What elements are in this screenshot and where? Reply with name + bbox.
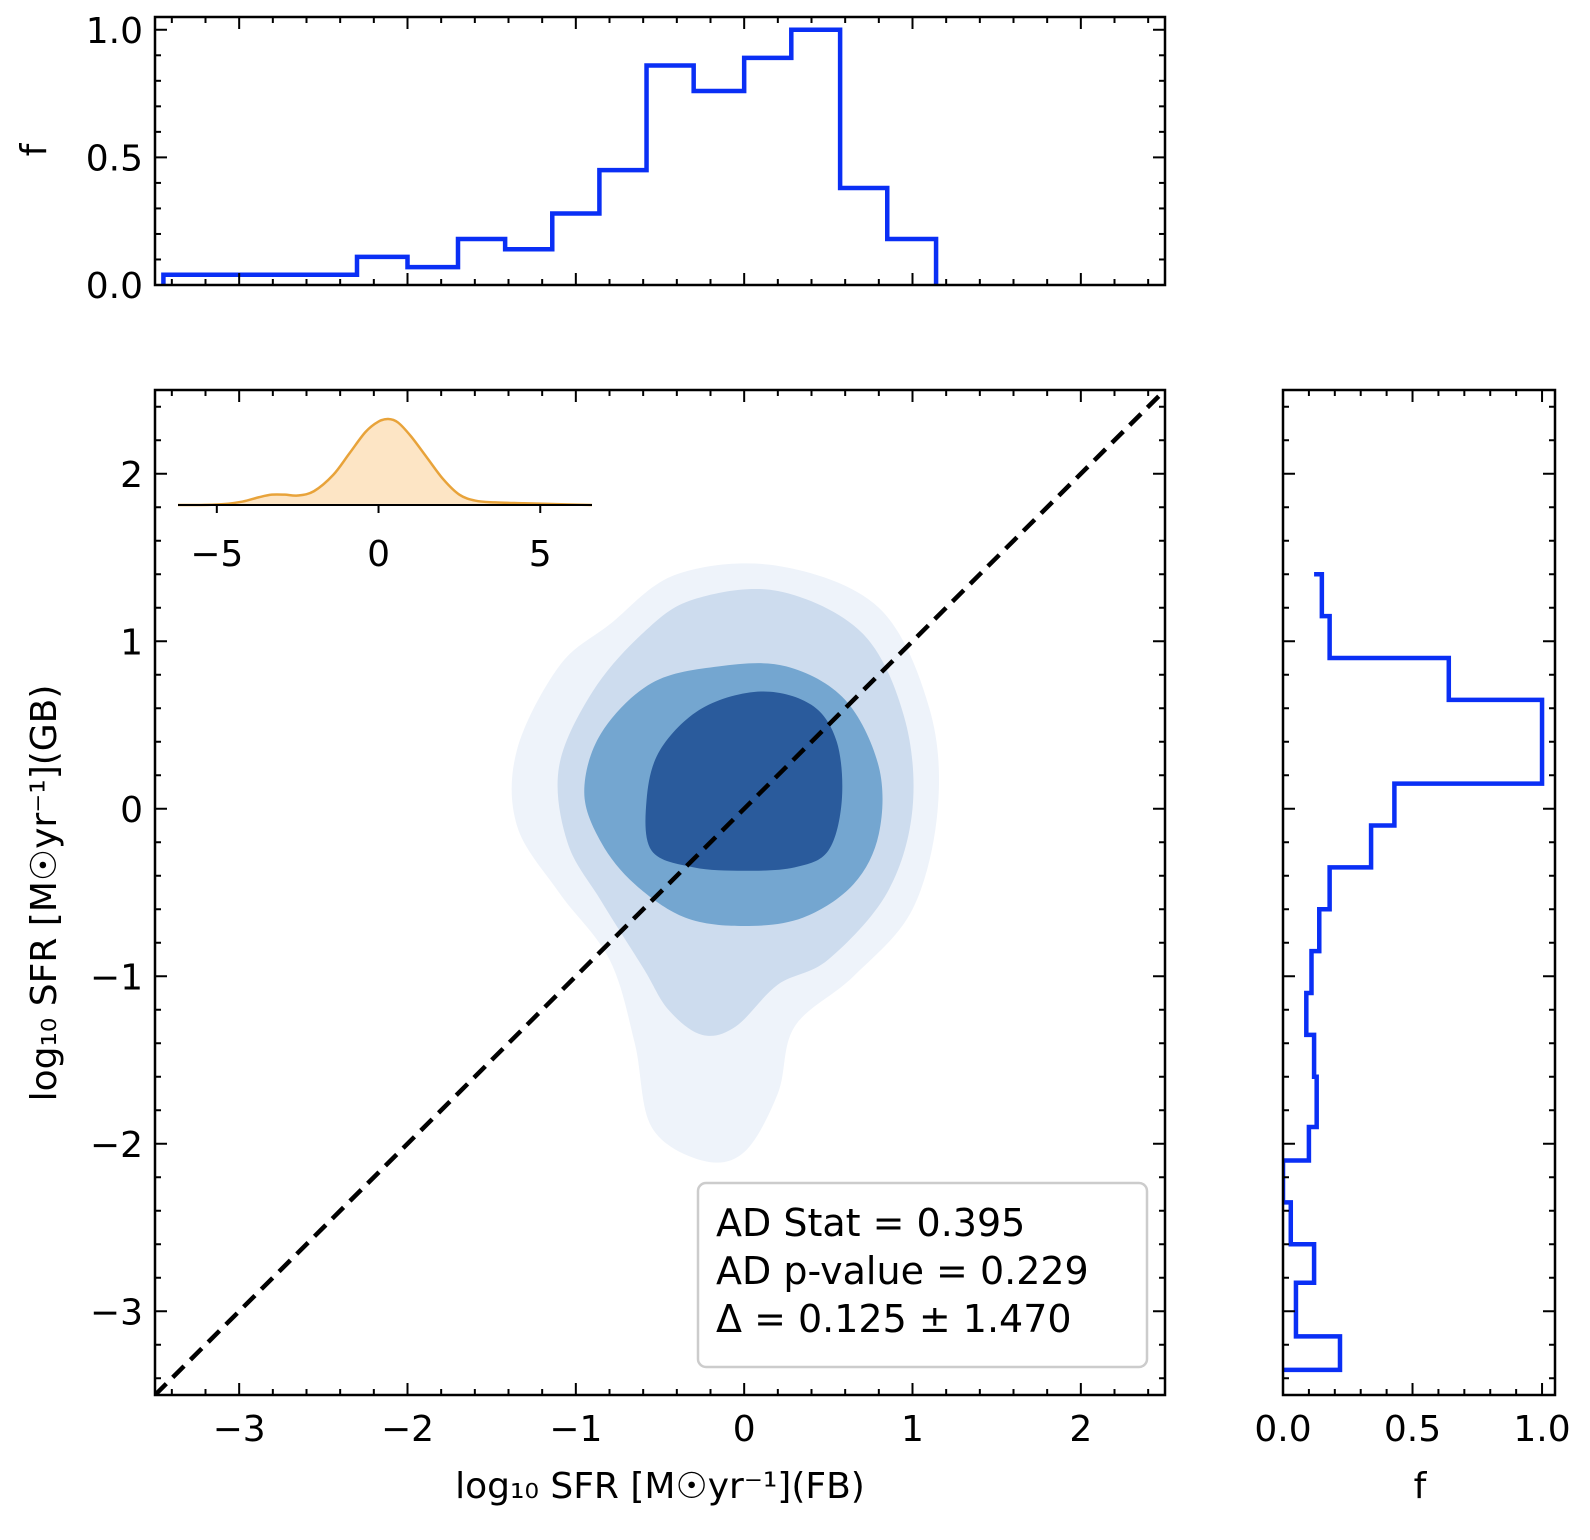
right-histogram-xtick-label: 1.0 <box>1513 1409 1570 1450</box>
right-histogram-panel: 0.0 0.5 1.0 f <box>1254 388 1571 1507</box>
main-plot-frame <box>153 388 1167 1397</box>
main-ytick-label: 2 <box>120 455 143 496</box>
top-histogram-ytick-label: 1.0 <box>86 11 143 52</box>
main-xtick-label: −2 <box>381 1409 434 1450</box>
inset-kde-fill <box>178 418 592 506</box>
inset-xtick-label: 0 <box>367 534 390 575</box>
inset-kde-plot: −5 0 5 <box>177 417 593 575</box>
main-ytick-label: −1 <box>90 957 143 998</box>
inset-xtick-label: 5 <box>529 534 552 575</box>
top-histogram-ylabel: f <box>14 142 55 156</box>
right-histogram-xtick-label: 0.0 <box>1254 1409 1311 1450</box>
top-histogram-panel: 0.0 0.5 1.0 f <box>14 11 1167 307</box>
right-histogram-frame <box>1281 388 1557 1397</box>
inset-kde-line <box>177 417 593 507</box>
main-xtick-label: 1 <box>901 1409 924 1450</box>
one-to-one-line <box>155 390 1165 1395</box>
stats-box: AD Stat = 0.395 AD p-value = 0.229 Δ = 0… <box>696 1181 1149 1369</box>
stats-delta: Δ = 0.125 ± 1.470 <box>716 1297 1072 1341</box>
main-xtick-label: −3 <box>213 1409 266 1450</box>
top-histogram-steps <box>161 27 939 285</box>
top-histogram-ytick-label: 0.0 <box>86 266 143 307</box>
stats-box-frame <box>696 1181 1149 1369</box>
stats-ad-pvalue: AD p-value = 0.229 <box>716 1249 1089 1293</box>
main-ytick-label: −3 <box>90 1292 143 1333</box>
main-xlabel: log₁₀ SFR [M☉yr⁻¹](FB) <box>455 1466 865 1507</box>
top-histogram-frame <box>153 15 1167 287</box>
density-contour-level-4 <box>645 691 843 871</box>
stats-ad-stat: AD Stat = 0.395 <box>716 1201 1025 1245</box>
right-histogram-xlabel: f <box>1414 1466 1428 1507</box>
right-histogram-xtick-label: 0.5 <box>1384 1409 1441 1450</box>
main-xtick-label: 2 <box>1069 1409 1092 1450</box>
main-ytick-label: −2 <box>90 1125 143 1166</box>
right-histogram-steps <box>1283 572 1545 1373</box>
inset-xtick-label: −5 <box>190 534 243 575</box>
main-contour-panel: −3 −2 −1 0 1 2 −3 −2 −1 0 1 2 log₁₀ SFR [M☉yr⁻¹](FB… <box>24 388 1167 1507</box>
main-xtick-label: 0 <box>733 1409 756 1450</box>
top-histogram-ytick-label: 0.5 <box>86 138 143 179</box>
main-xtick-label: −1 <box>549 1409 602 1450</box>
main-ytick-label: 1 <box>120 622 143 663</box>
main-ylabel: log₁₀ SFR [M☉yr⁻¹](GB) <box>24 685 65 1102</box>
main-ytick-label: 0 <box>120 790 143 831</box>
